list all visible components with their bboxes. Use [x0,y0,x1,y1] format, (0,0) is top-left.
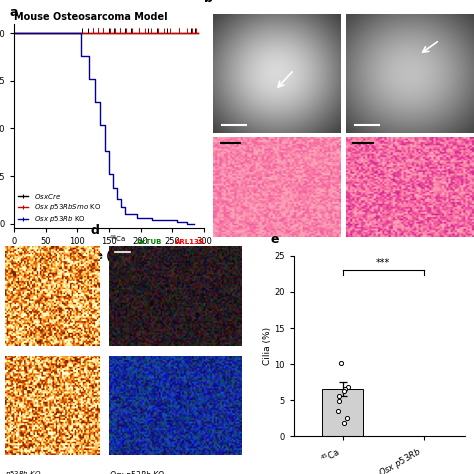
Title: $Osx$ $p53Rb$ KO: $Osx$ $p53Rb$ KO [249,1,306,14]
Y-axis label: Cilia (%): Cilia (%) [263,327,272,365]
X-axis label: Time (Days): Time (Days) [76,251,142,261]
Title: $Osx$ $p53RbSmo$: $Osx$ $p53RbSmo$ [380,1,440,14]
Text: d: d [90,224,99,237]
Bar [322,389,363,436]
Text: ARL13B: ARL13B [175,238,206,245]
Legend: $OsxCre$, $Osx$ $p53RbSmo$ KO, $Osx$ $p53Rb$ KO: $OsxCre$, $Osx$ $p53RbSmo$ KO, $Osx$ $p5… [18,191,101,224]
Text: $p53Rb$ KO: $p53Rb$ KO [5,469,41,474]
Text: b: b [204,0,213,5]
Text: $Osx$ $p53Rb$ KO: $Osx$ $p53Rb$ KO [109,469,165,474]
Text: a: a [9,6,18,19]
Text: ***: *** [376,258,391,268]
Text: Mouse Osteosarcoma Model: Mouse Osteosarcoma Model [14,11,168,21]
Text: $^{45}$Ca: $^{45}$Ca [109,233,126,245]
Text: AcTUB: AcTUB [137,238,163,245]
Text: e: e [270,234,279,246]
